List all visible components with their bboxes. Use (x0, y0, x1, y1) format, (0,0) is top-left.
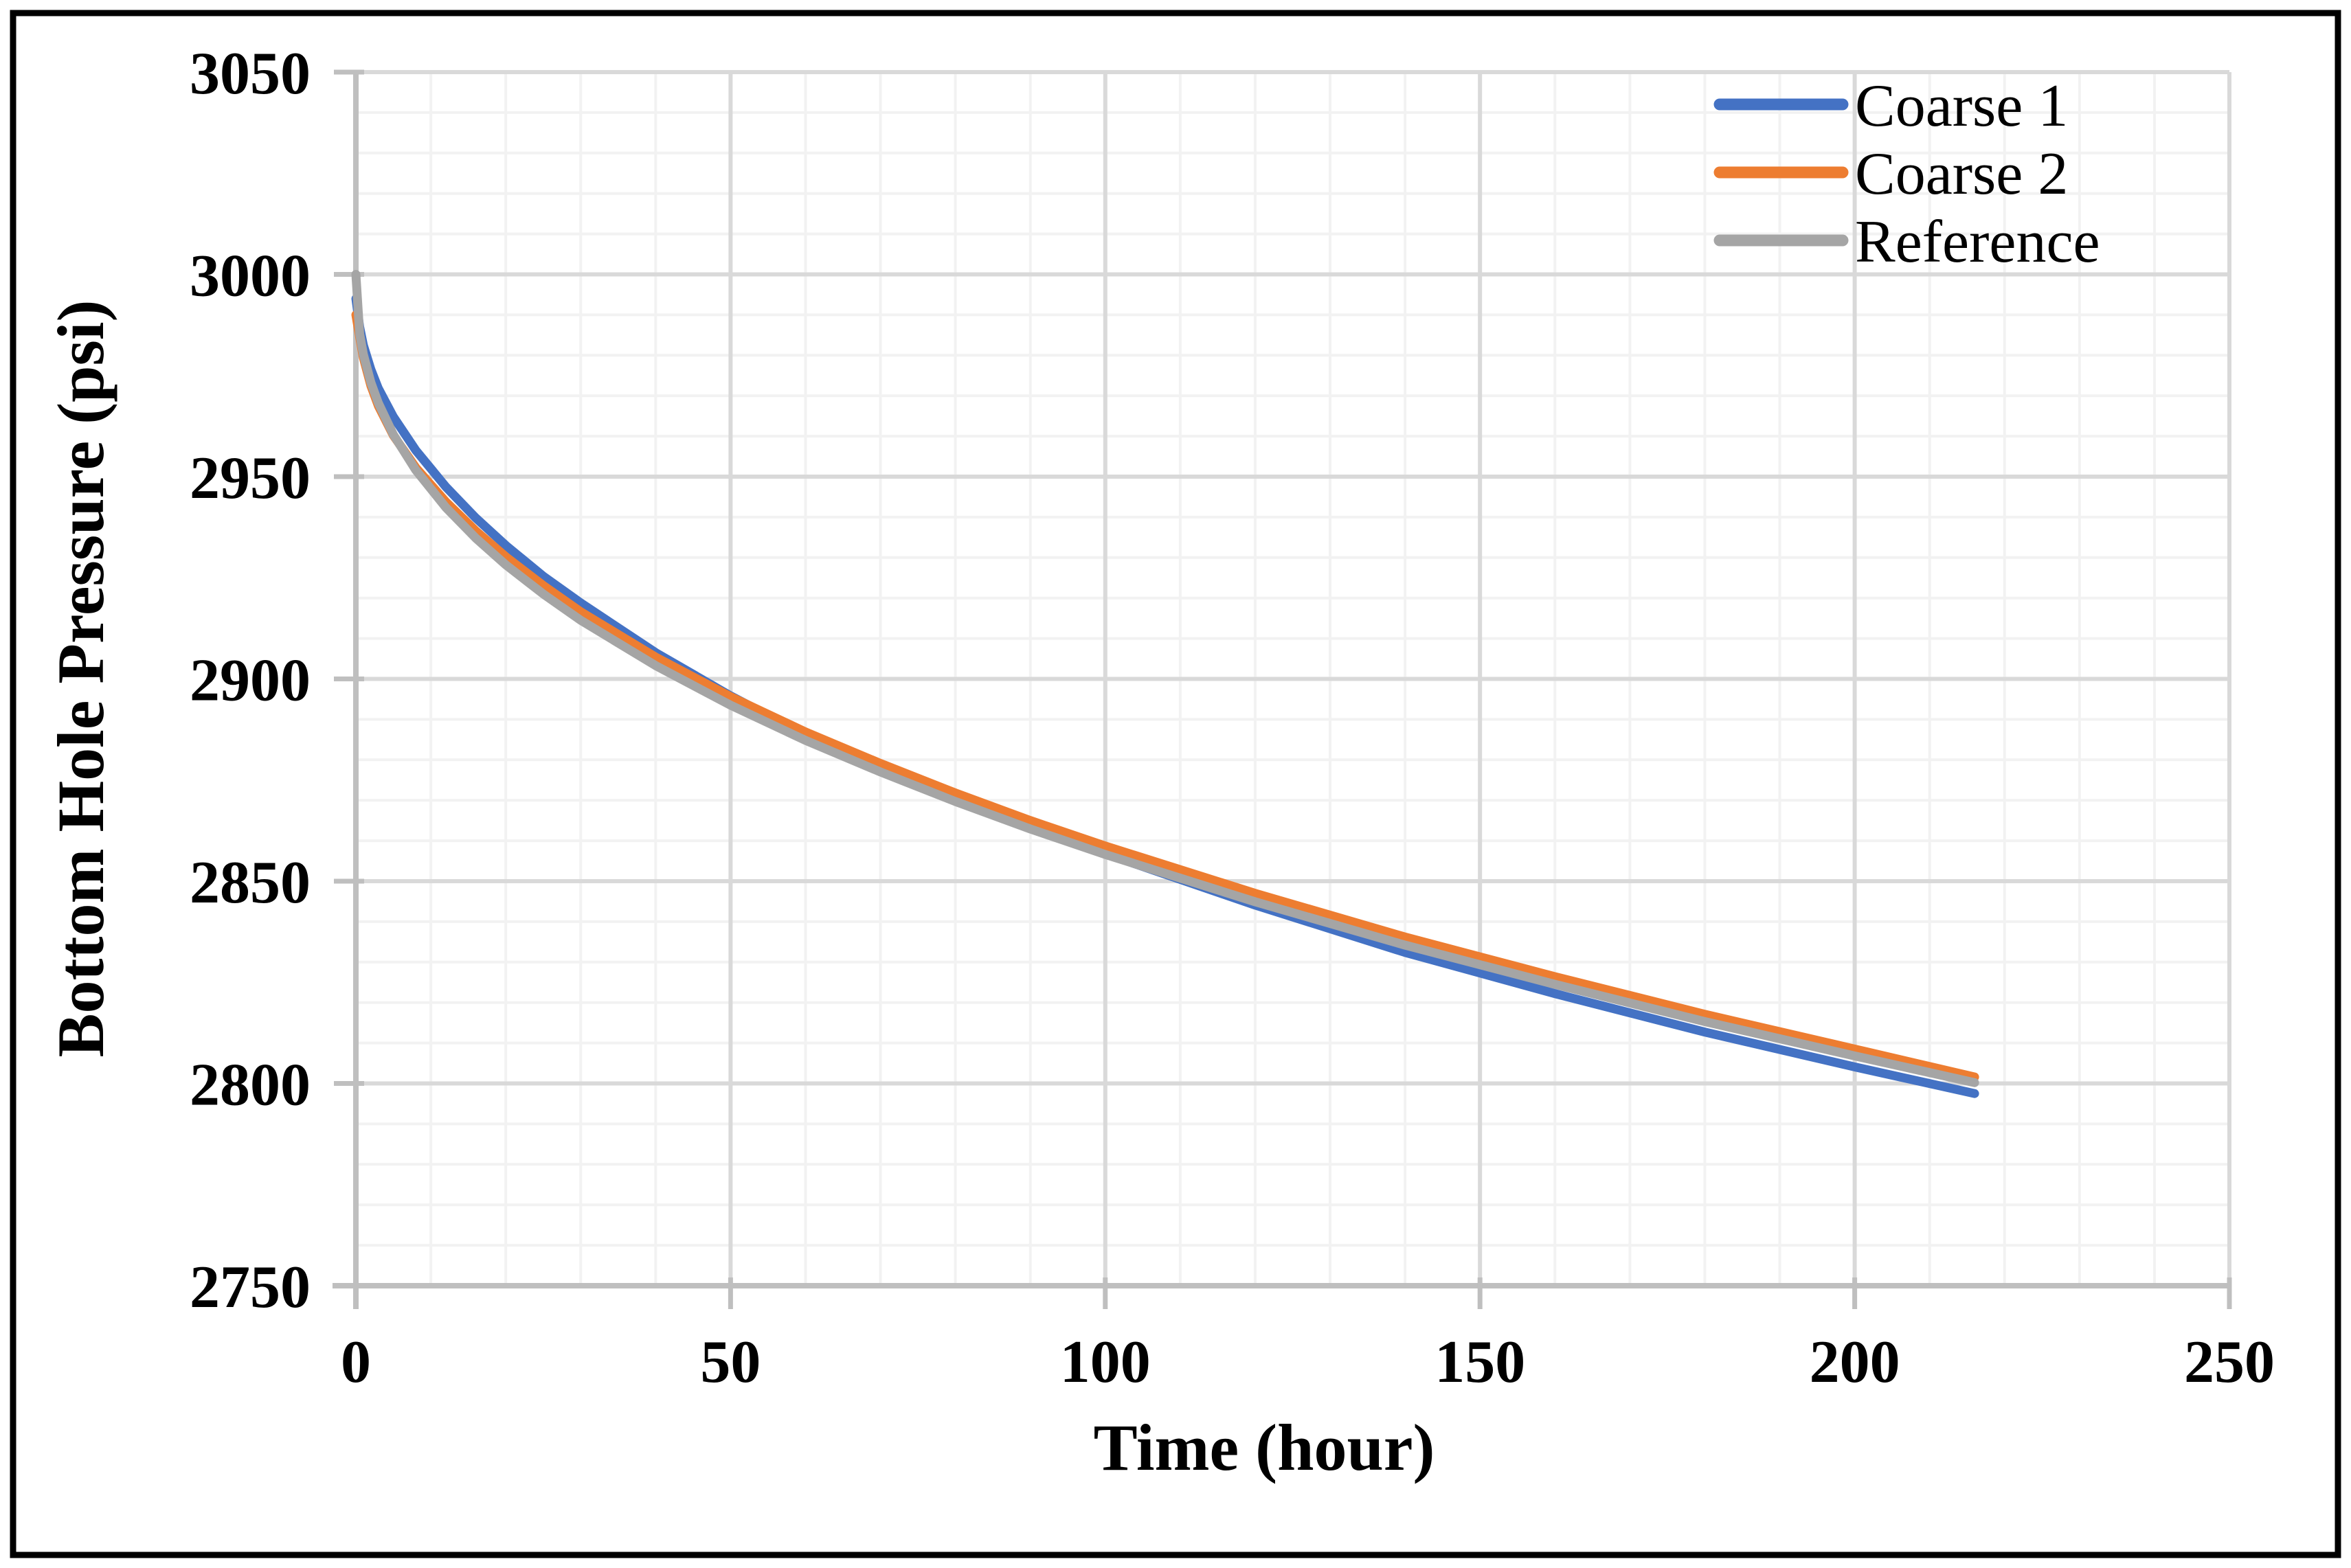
legend-label-coarse2: Coarse 2 (1855, 141, 2068, 207)
y-tick-label: 3050 (190, 41, 311, 107)
x-tick-label: 250 (2184, 1329, 2275, 1396)
series-line-reference (351, 270, 1979, 1087)
x-tick-label: 100 (1060, 1329, 1151, 1396)
figure-border (10, 10, 2341, 1558)
y-axis-title: Bottom Hole Pressure (psi) (44, 300, 117, 1058)
x-tick-label: 150 (1435, 1329, 1525, 1396)
legend: Coarse 1 Coarse 2 Reference (1713, 73, 2100, 275)
data-series-lines (351, 270, 1979, 1098)
legend-label-coarse1: Coarse 1 (1855, 73, 2068, 139)
legend-label-reference: Reference (1855, 209, 2100, 275)
y-tick-label: 2900 (190, 648, 311, 714)
x-tick-label: 50 (700, 1329, 761, 1396)
y-tick-label: 2850 (190, 850, 311, 916)
x-tick-label: 0 (341, 1329, 371, 1396)
y-tick-label: 2750 (190, 1254, 311, 1321)
legend-item: Coarse 2 (1713, 141, 2068, 207)
x-tick-label: 200 (1810, 1329, 1900, 1396)
x-axis-title: Time (hour) (1094, 1411, 1435, 1484)
series-line-coarse-1 (351, 294, 1979, 1098)
y-tick-label: 2800 (190, 1052, 311, 1119)
y-tick-label: 3000 (190, 243, 311, 310)
tick-labels: 0 50 100 150 200 250 2750 2800 2850 2900 2950 3000 3… (190, 41, 2275, 1396)
y-tick-label: 2950 (190, 445, 311, 512)
legend-item: Reference (1713, 209, 2100, 275)
legend-item: Coarse 1 (1713, 73, 2068, 139)
